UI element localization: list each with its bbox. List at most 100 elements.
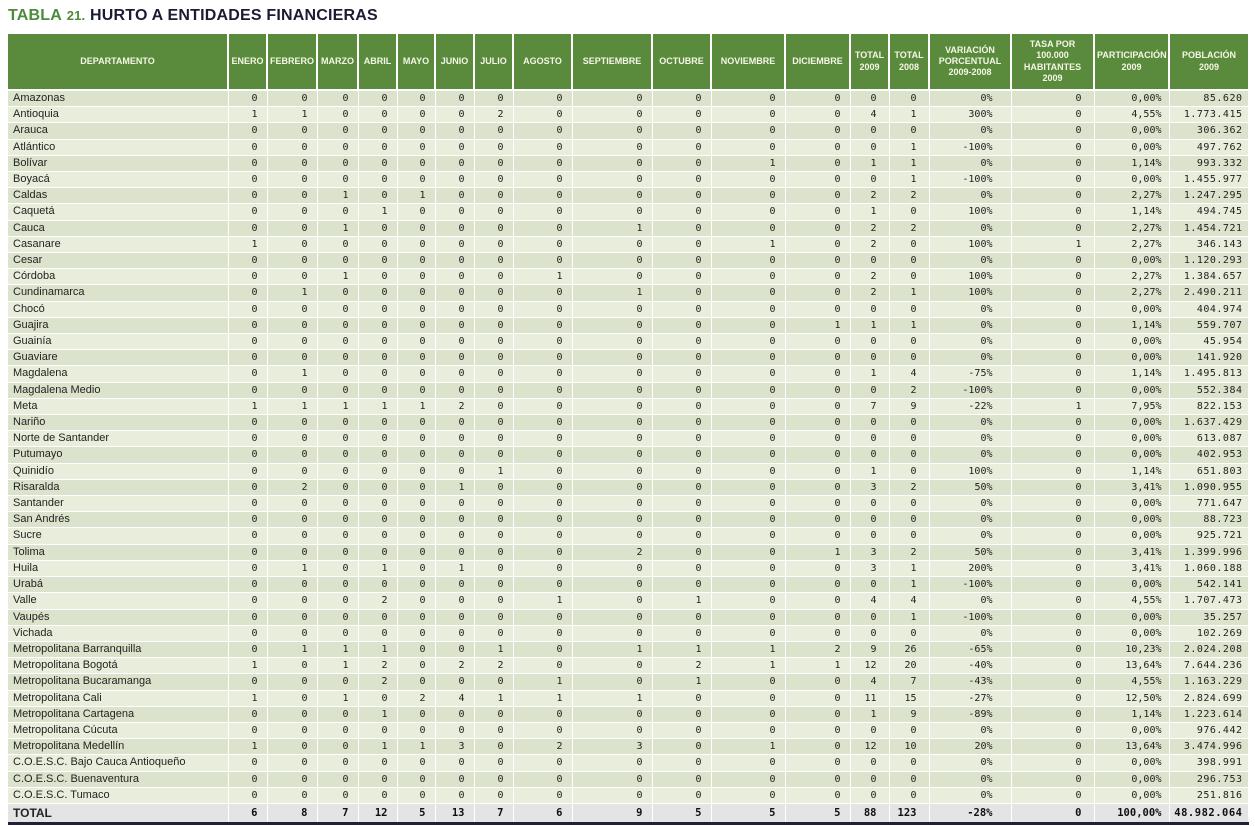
value-cell: 0 [358, 446, 398, 464]
table-row: Magdalena 0 1 0 0 0 0 0 0 0 0 0 0 1 4 -75% 0 1,14% 1.495.8… [8, 365, 1249, 383]
value-cell: 0 [1011, 268, 1095, 286]
value-cell: 0 [228, 301, 268, 318]
value-cell: 0% [929, 122, 1012, 140]
total-value-cell: 5 [652, 802, 712, 825]
value-cell: 0 [228, 430, 268, 448]
value-cell: 0 [889, 511, 930, 529]
value-cell: 0 [652, 511, 712, 529]
value-cell: 0 [474, 609, 514, 626]
value-cell: 1 [513, 690, 573, 707]
value-cell: 0 [358, 479, 398, 497]
value-cell: 0,00% [1094, 414, 1170, 432]
value-cell: 0% [929, 414, 1012, 432]
value-cell: 1.495.813 [1169, 365, 1249, 383]
value-cell: 0 [850, 301, 890, 318]
value-cell: 0 [572, 301, 653, 318]
value-cell: 0,00% [1094, 625, 1170, 642]
value-cell: 0 [358, 414, 398, 432]
value-cell: 1.384.657 [1169, 268, 1249, 286]
value-cell: 0 [711, 511, 786, 529]
value-cell: 0 [228, 754, 268, 772]
value-cell: 0 [652, 139, 712, 156]
value-cell: 0 [317, 738, 359, 756]
value-cell: 0 [652, 787, 712, 804]
value-cell: 2 [652, 657, 712, 675]
value-cell: 0 [267, 139, 318, 156]
value-cell: 0 [317, 414, 359, 432]
value-cell: 0 [267, 252, 318, 270]
department-name: Chocó [8, 301, 229, 318]
department-name: Guainía [8, 333, 229, 351]
value-cell: 0 [317, 544, 359, 561]
column-header: JULIO [474, 34, 514, 91]
value-cell: 0 [572, 139, 653, 156]
value-cell: 0,00% [1094, 495, 1170, 513]
value-cell: 0% [929, 301, 1012, 318]
value-cell: 559.707 [1169, 317, 1249, 335]
value-cell: 0 [358, 787, 398, 804]
value-cell: 9 [850, 641, 890, 659]
value-cell: 0,00% [1094, 349, 1170, 367]
value-cell: 0 [1011, 722, 1095, 740]
value-cell: 7 [889, 673, 930, 691]
value-cell: 0 [397, 657, 436, 675]
value-cell: 0,00% [1094, 333, 1170, 351]
value-cell: 0 [474, 479, 514, 497]
value-cell: 0 [397, 365, 436, 383]
department-name: Huila [8, 560, 229, 578]
value-cell: 0 [850, 122, 890, 140]
table-row: Metropolitana Cali 1 0 1 0 2 4 1 1 1 0 0 0 11 15 -27% 0 1… [8, 690, 1249, 707]
value-cell: 0 [317, 301, 359, 318]
value-cell: 0 [711, 446, 786, 464]
value-cell: 0 [474, 722, 514, 740]
department-name: Guajira [8, 317, 229, 335]
department-name: Cundinamarca [8, 284, 229, 302]
value-cell: 0 [785, 592, 851, 610]
value-cell: 0 [1011, 252, 1095, 270]
value-cell: 2 [474, 106, 514, 124]
value-cell: 0 [652, 349, 712, 367]
value-cell: 0 [228, 139, 268, 156]
total-value-cell: 13 [435, 802, 475, 825]
page-title: TABLA 21. HURTO A ENTIDADES FINANCIERAS [8, 7, 1255, 25]
value-cell: 0 [513, 284, 573, 302]
value-cell: 0 [1011, 463, 1095, 480]
value-cell: 1 [850, 317, 890, 335]
value-cell: 1.163.229 [1169, 673, 1249, 691]
department-name: Magdalena Medio [8, 382, 229, 399]
value-cell: 0 [397, 171, 436, 189]
value-cell: 0 [317, 479, 359, 497]
value-cell: 0 [652, 203, 712, 221]
value-cell: 0 [572, 576, 653, 594]
value-cell: 1 [358, 738, 398, 756]
value-cell: -100% [929, 382, 1012, 399]
value-cell: 0 [228, 463, 268, 480]
value-cell: 0 [513, 122, 573, 140]
value-cell: 0 [358, 301, 398, 318]
value-cell: 0 [711, 787, 786, 804]
value-cell: 0 [397, 511, 436, 529]
value-cell: 0 [889, 446, 930, 464]
value-cell: 9 [889, 706, 930, 723]
value-cell: 0 [785, 787, 851, 804]
value-cell: 0 [1011, 333, 1095, 351]
value-cell: 12 [850, 738, 890, 756]
value-cell: 0 [435, 527, 475, 545]
value-cell: 0 [435, 349, 475, 367]
value-cell: 0 [228, 333, 268, 351]
table-row: Urabá 0 0 0 0 0 0 0 0 0 0 0 0 0 1 -100% 0 0,00% 542.141 [8, 576, 1249, 594]
value-cell: 0 [435, 641, 475, 659]
value-cell: 0 [572, 706, 653, 723]
value-cell: 0 [711, 754, 786, 772]
table-row: Huila 0 1 0 1 0 1 0 0 0 0 0 0 3 1 200% 0 3,41% 1.060.188 [8, 560, 1249, 578]
value-cell: 26 [889, 641, 930, 659]
value-cell: 0 [889, 414, 930, 432]
value-cell: 0 [785, 690, 851, 707]
value-cell: 0 [850, 771, 890, 788]
value-cell: 0 [228, 349, 268, 367]
value-cell: 0 [850, 576, 890, 594]
value-cell: 0 [317, 349, 359, 367]
table-row: Quinidío 0 0 0 0 0 0 1 0 0 0 0 0 1 0 100% 0 1,14% 651.803 [8, 463, 1249, 480]
column-header: MAYO [397, 34, 436, 91]
value-cell: 0 [785, 187, 851, 205]
